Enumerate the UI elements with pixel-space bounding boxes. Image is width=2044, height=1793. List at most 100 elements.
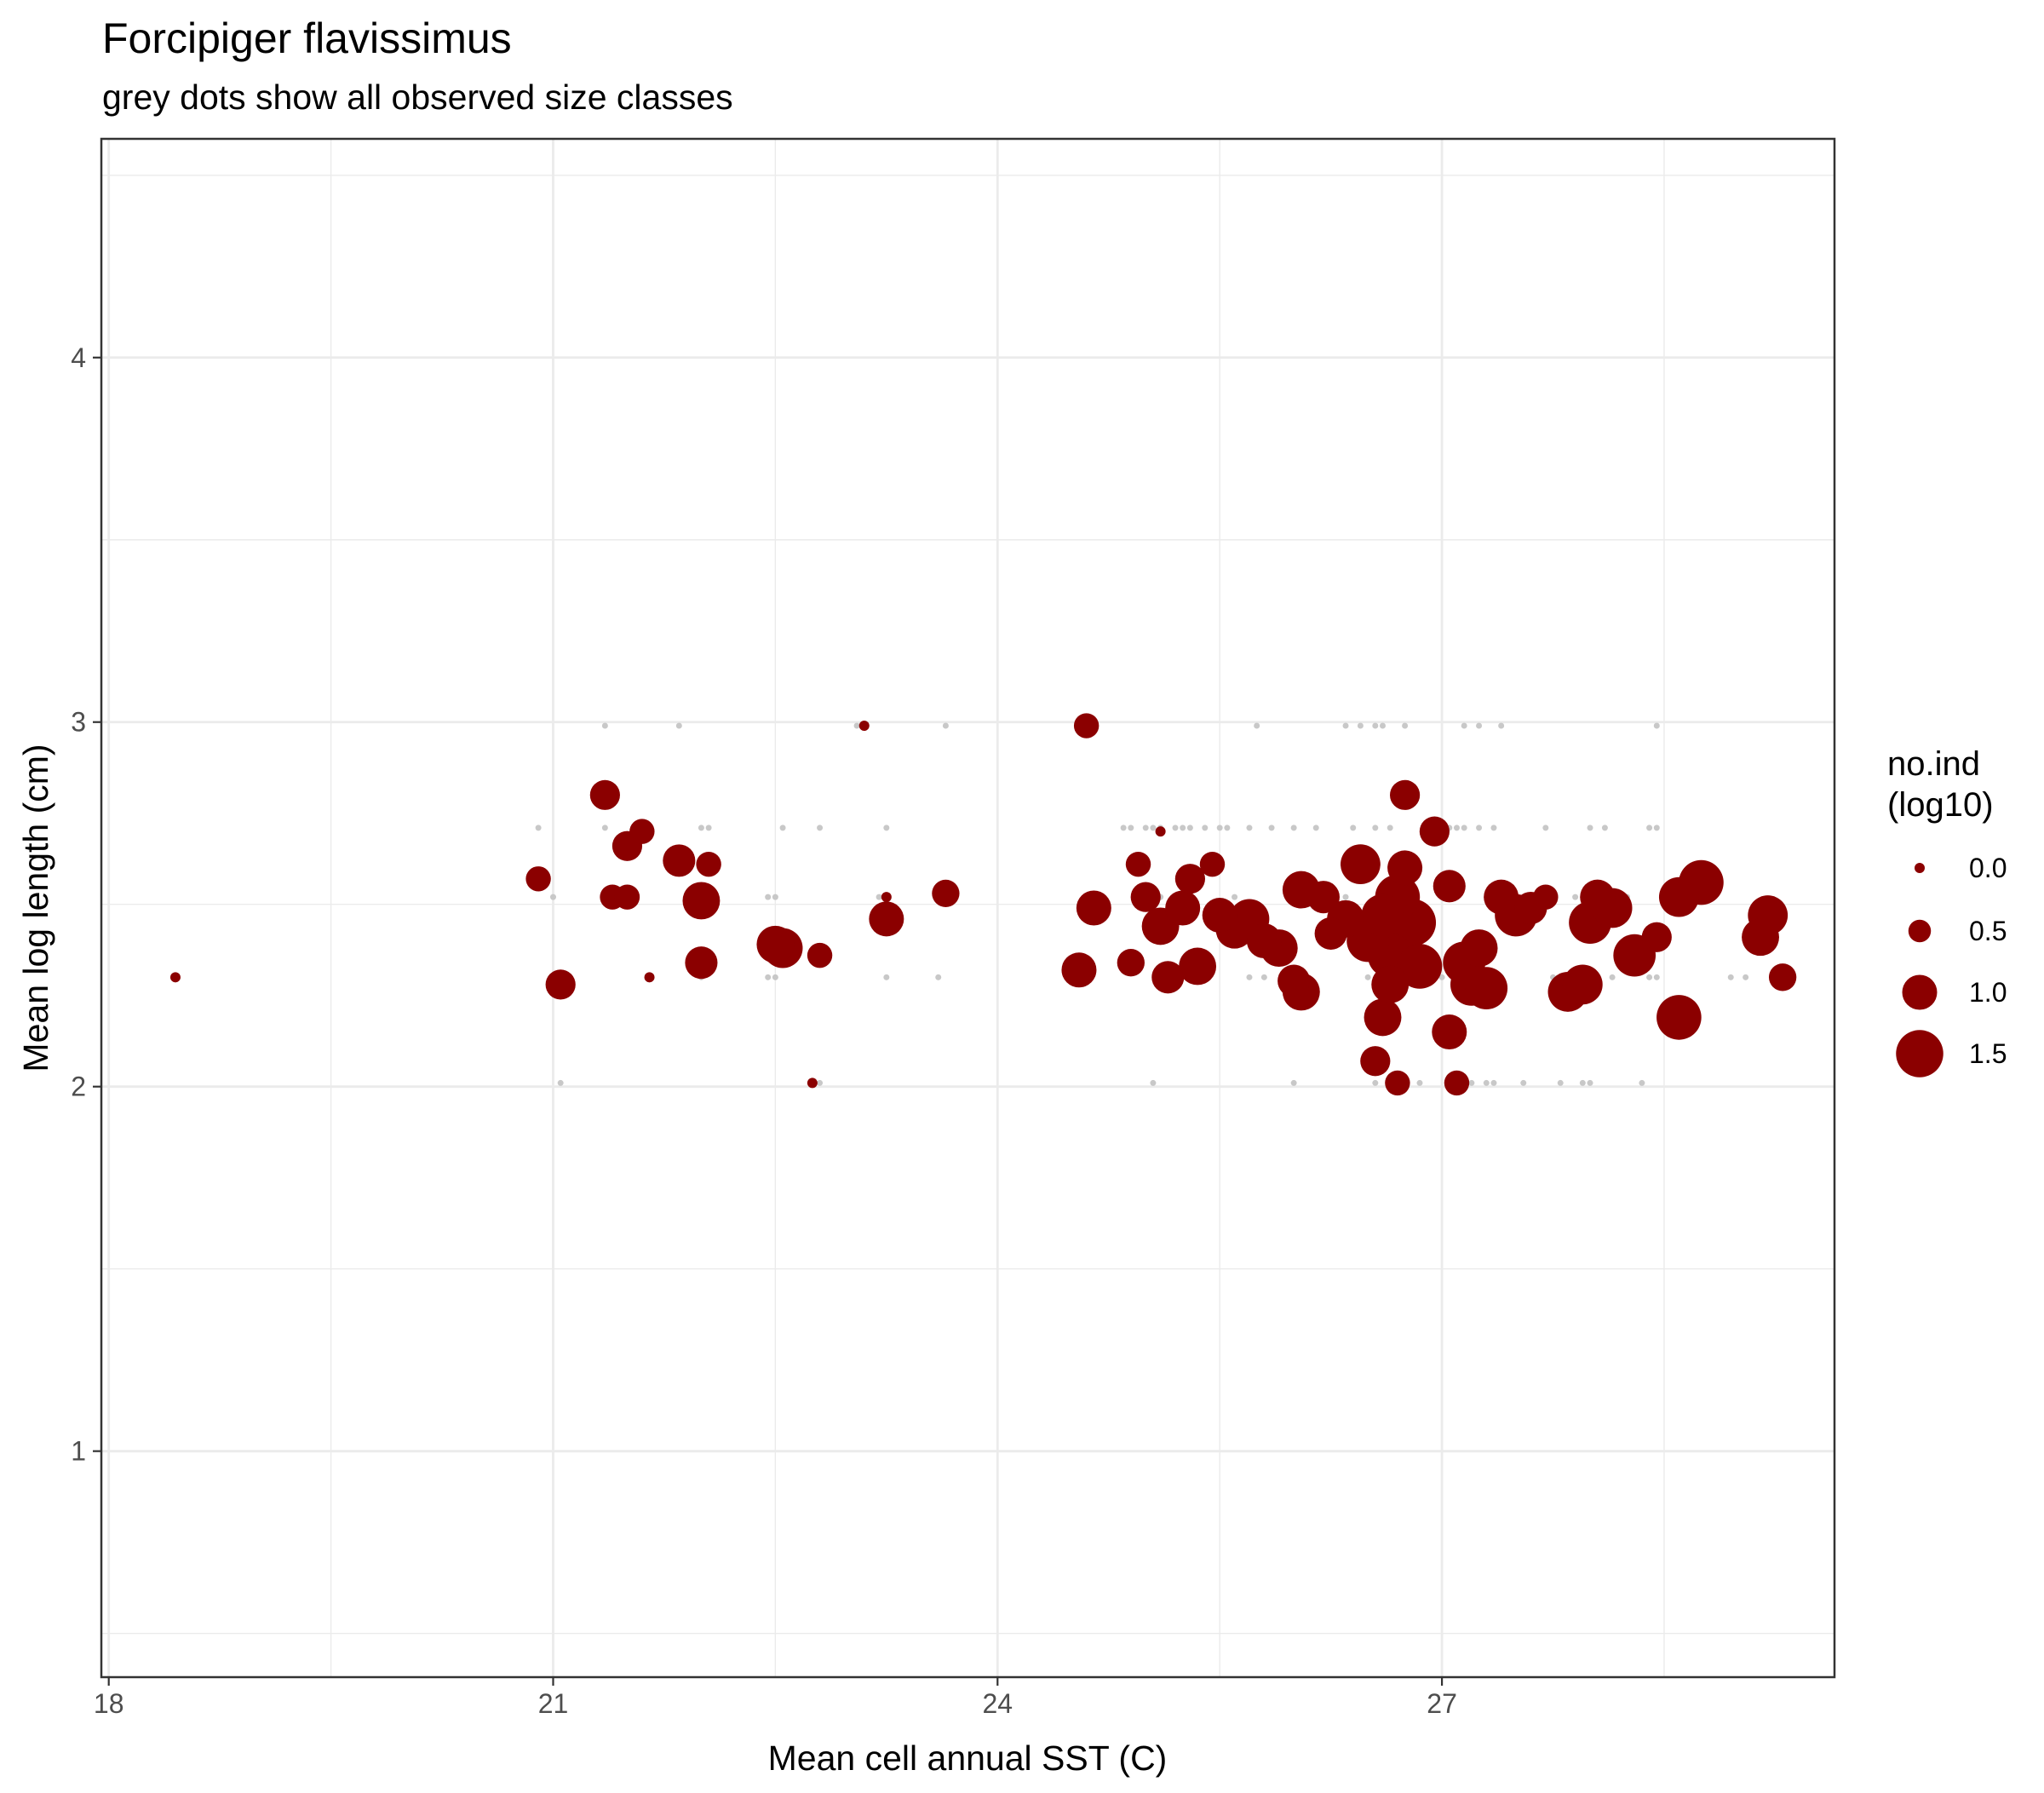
y-axis: 1 2 3 4 (71, 342, 101, 1467)
x-tick-label: 24 (982, 1688, 1013, 1719)
grey-point (1587, 1079, 1593, 1086)
grey-point (1350, 825, 1357, 831)
data-point (1364, 998, 1402, 1037)
grey-point (601, 722, 608, 729)
grey-point (1476, 722, 1483, 729)
legend: no.ind(log10) 0.0 0.5 1.0 1.5 (1887, 745, 2007, 1078)
data-point (1361, 894, 1404, 937)
data-point (1387, 850, 1423, 886)
data-point (1433, 870, 1466, 903)
grey-point (883, 825, 890, 831)
grey-point (1372, 825, 1379, 831)
grey-point (1468, 1079, 1475, 1086)
grey-point (1453, 825, 1460, 831)
data-point (1432, 1014, 1467, 1050)
data-point (1465, 967, 1508, 1010)
grey-point (1312, 825, 1319, 831)
data-point (1397, 944, 1443, 989)
grey-point (1372, 722, 1379, 729)
data-point (1658, 876, 1699, 917)
grey-point (1557, 1079, 1564, 1086)
data-point (169, 972, 181, 983)
panel-border (100, 137, 1836, 1679)
data-point (1151, 961, 1185, 994)
data-point (1444, 1070, 1470, 1096)
grey-point (1254, 722, 1260, 729)
grey-point (935, 974, 942, 980)
grey-point (765, 974, 772, 980)
grey-point (876, 894, 882, 900)
grey-point (1387, 825, 1393, 831)
grey-point (601, 825, 608, 831)
grey-point (1483, 1079, 1490, 1086)
grey-point (1609, 974, 1616, 980)
grey-point (1743, 974, 1749, 980)
grey-point (1727, 974, 1734, 980)
data-point (1341, 844, 1381, 885)
data-point (589, 779, 620, 810)
grey-point (1128, 825, 1134, 831)
grey-point (1216, 825, 1223, 831)
grey-point (1587, 825, 1593, 831)
legend-label: 1.0 (1969, 977, 2007, 1008)
y-tick-label: 1 (71, 1436, 86, 1467)
data-point (1278, 964, 1311, 997)
legend-title: no.ind (1887, 745, 1980, 783)
red-points-layer (169, 713, 1797, 1096)
grey-point (1438, 974, 1445, 980)
grey-point (1172, 825, 1179, 831)
grey-point (1572, 894, 1579, 900)
grey-point (1461, 825, 1467, 831)
y-tick-label: 2 (71, 1072, 86, 1102)
x-tick-label: 18 (94, 1688, 124, 1719)
data-point (1246, 923, 1282, 959)
chart-title: Forcipiger flavissimus (102, 14, 512, 62)
data-point (807, 1078, 818, 1089)
grey-point (1646, 974, 1653, 980)
grey-point (1601, 825, 1608, 831)
legend-key-point (1902, 974, 1938, 1010)
grey-point (772, 894, 778, 900)
grey-point (1357, 722, 1364, 729)
grey-point (1290, 1079, 1297, 1086)
data-point (525, 866, 551, 892)
data-point (1580, 879, 1616, 915)
grey-point (1653, 974, 1660, 980)
chart-subtitle: grey dots show all observed size classes (102, 78, 733, 117)
grey-point (1380, 722, 1387, 729)
grey-point (1268, 825, 1275, 831)
data-point (807, 942, 833, 968)
y-tick-label: 4 (71, 342, 86, 373)
data-point (1130, 882, 1161, 912)
grey-point (1202, 825, 1209, 831)
grey-point (557, 1079, 564, 1086)
data-point (1314, 917, 1347, 951)
grey-point (1290, 825, 1297, 831)
grey-point (1520, 1079, 1527, 1086)
grey-point (817, 1079, 824, 1086)
grey-point (1180, 825, 1186, 831)
data-point (1641, 922, 1672, 952)
legend-label: 1.5 (1969, 1038, 2007, 1069)
data-point (1202, 898, 1237, 934)
data-point (696, 851, 721, 877)
data-point (1656, 995, 1702, 1040)
grey-point (698, 825, 704, 831)
data-point (685, 946, 718, 980)
data-point (1165, 890, 1201, 926)
x-tick-label: 27 (1427, 1688, 1457, 1719)
grey-point (1542, 825, 1549, 831)
grey-points-layer (535, 722, 1749, 1086)
legend-label: 0.5 (1969, 916, 2007, 946)
data-point (1073, 713, 1100, 738)
data-point (1306, 881, 1340, 914)
grey-point (942, 722, 949, 729)
grey-point (1490, 825, 1497, 831)
y-axis-title: Mean log length (cm) (16, 744, 55, 1072)
grey-point (1416, 1079, 1423, 1086)
grey-point (1142, 825, 1149, 831)
gridlines (101, 139, 1834, 1677)
data-point (756, 925, 795, 963)
grey-point (705, 825, 712, 831)
data-point (932, 879, 960, 908)
